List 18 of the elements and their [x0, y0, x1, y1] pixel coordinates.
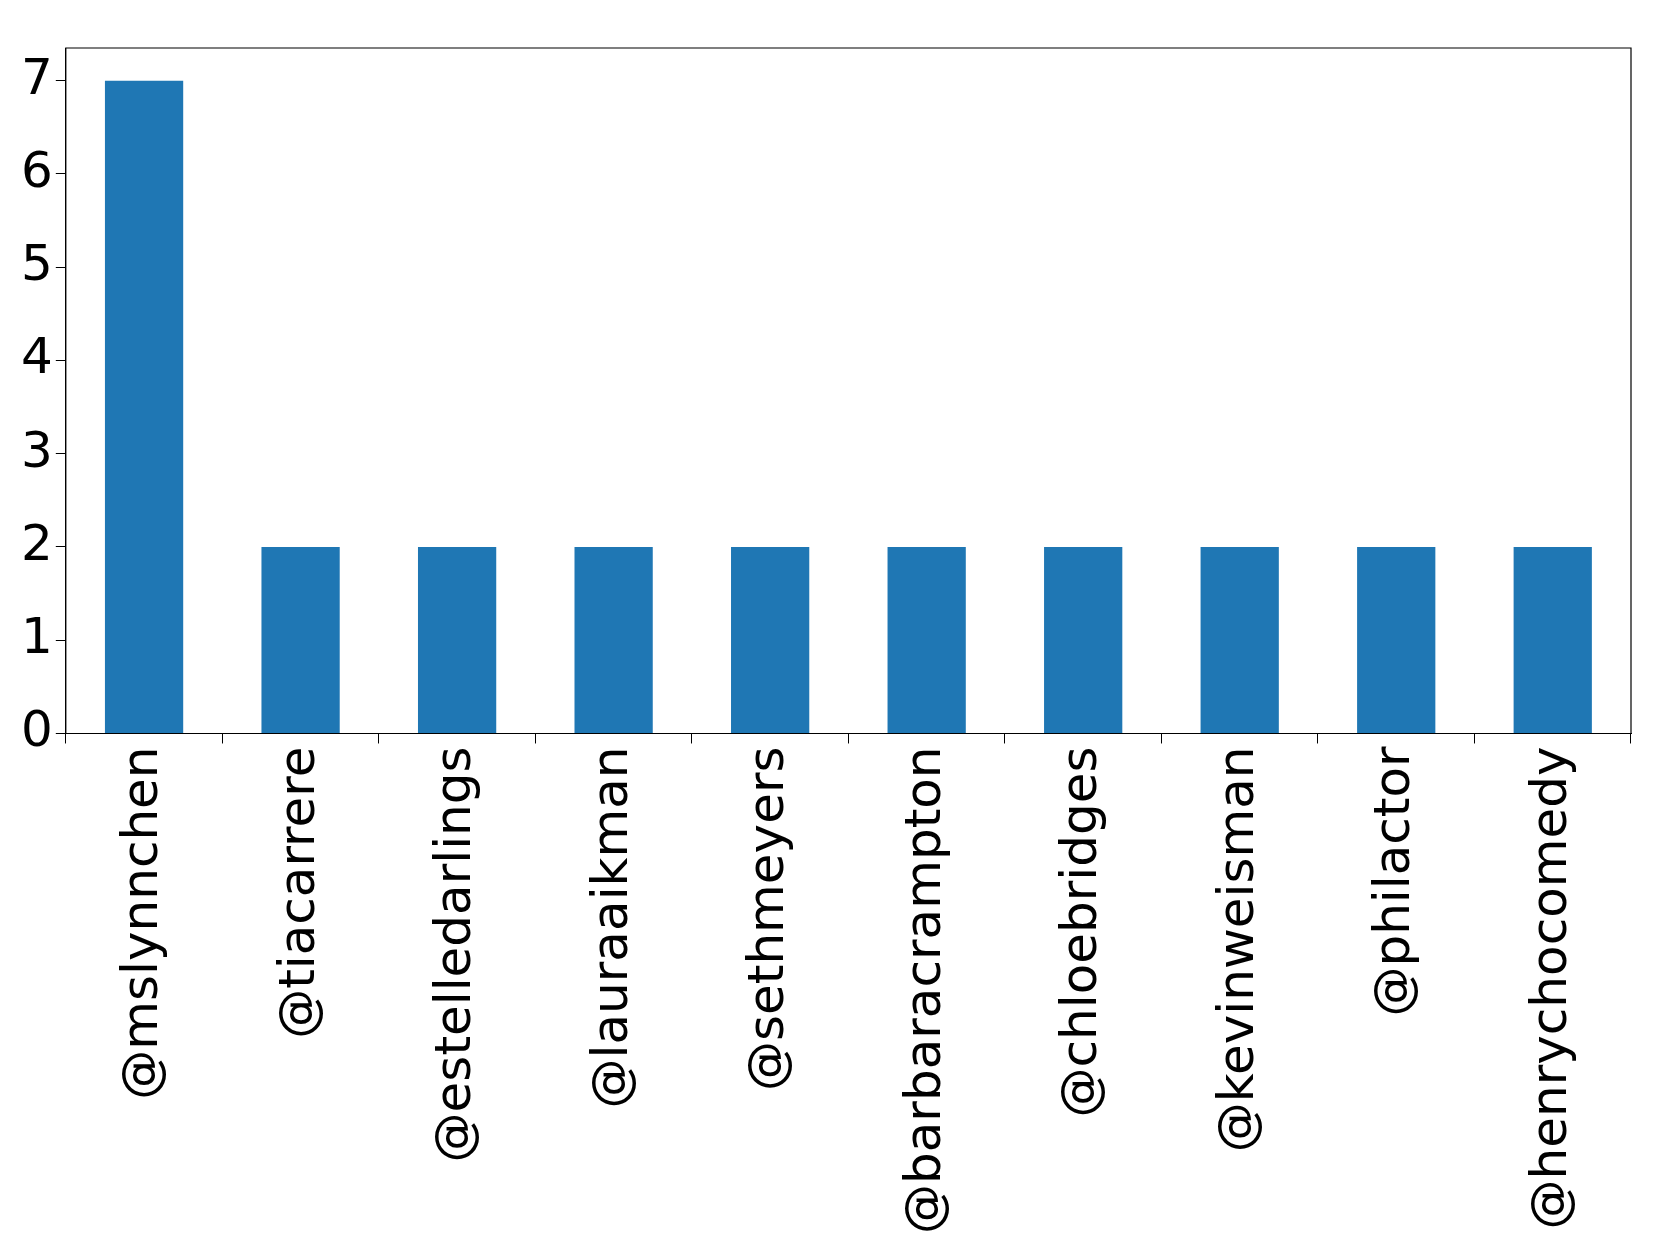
x-tick-label: @kevinweisman	[1206, 746, 1265, 1153]
x-tick-label: @barbaracrampton	[893, 746, 952, 1235]
y-tick-label: 5	[21, 234, 53, 293]
y-tick-label: 4	[21, 327, 53, 386]
x-tick-label: @philactor	[1363, 746, 1422, 1017]
x-tick-label: @lauraaikman	[580, 746, 639, 1109]
x-tick-label: @henrychocomedy	[1519, 746, 1578, 1230]
x-tick-label: @chloebridges	[1050, 746, 1109, 1118]
y-tick-label: 1	[21, 607, 53, 666]
x-tick-label: @estelledarlings	[424, 746, 483, 1163]
y-tick-label: 2	[21, 513, 53, 572]
x-tick-label: @sethmeyers	[737, 746, 796, 1092]
x-tick-label: @tiacarrere	[267, 746, 326, 1039]
y-tick-label: 3	[21, 420, 53, 479]
x-tick-label: @mslynnchen	[111, 746, 170, 1100]
y-tick-label: 6	[21, 140, 53, 199]
y-tick-label: 7	[21, 47, 53, 106]
y-tick-label: 0	[21, 700, 53, 759]
